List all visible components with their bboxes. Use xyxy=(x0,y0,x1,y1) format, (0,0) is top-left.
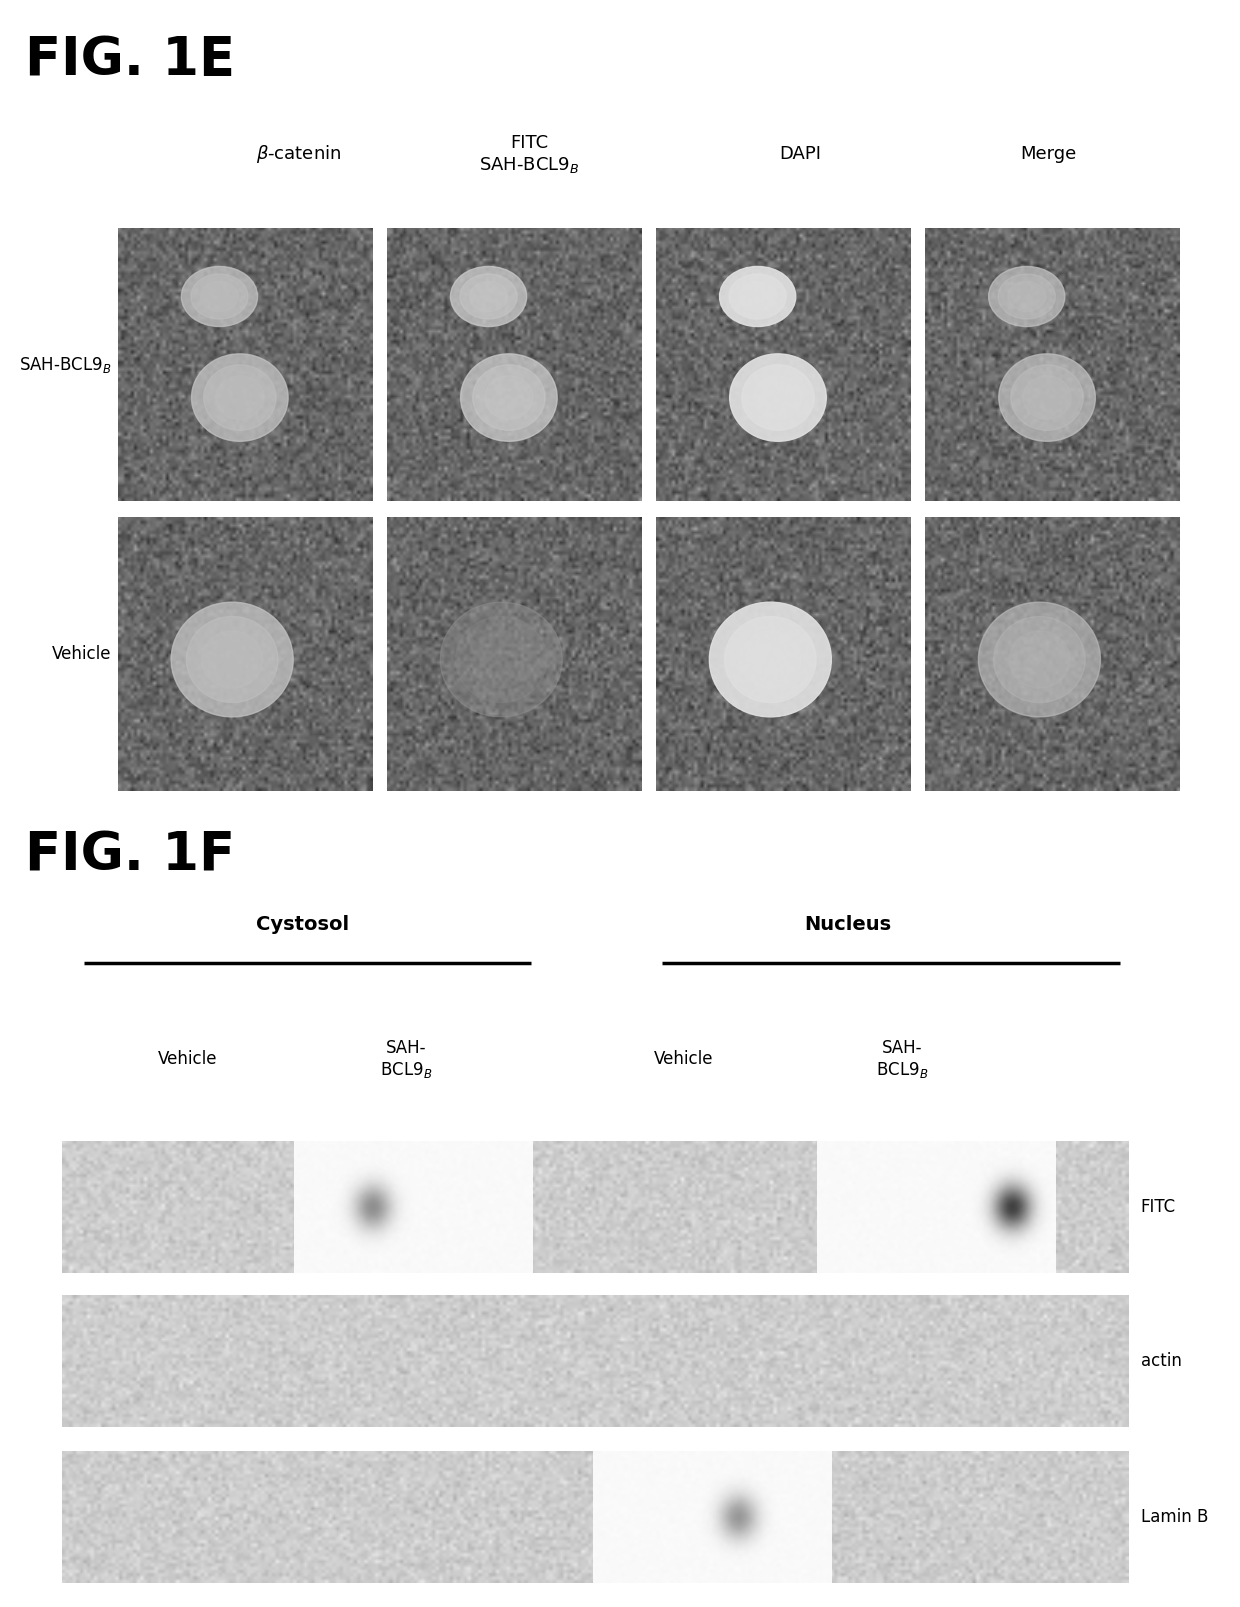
Text: Lamin B: Lamin B xyxy=(1141,1507,1208,1527)
Ellipse shape xyxy=(191,273,248,320)
Ellipse shape xyxy=(460,354,557,442)
Ellipse shape xyxy=(203,365,277,431)
Text: Vehicle: Vehicle xyxy=(655,1049,714,1069)
Ellipse shape xyxy=(1008,281,1045,312)
Text: $\beta$-catenin: $\beta$-catenin xyxy=(255,143,341,166)
Text: Vehicle: Vehicle xyxy=(52,644,112,664)
Ellipse shape xyxy=(201,281,238,312)
Ellipse shape xyxy=(993,617,1085,702)
Ellipse shape xyxy=(978,603,1100,717)
Ellipse shape xyxy=(1011,365,1084,431)
Ellipse shape xyxy=(191,354,288,442)
Ellipse shape xyxy=(729,273,786,320)
Ellipse shape xyxy=(998,273,1055,320)
Ellipse shape xyxy=(202,632,263,688)
Text: Vehicle: Vehicle xyxy=(157,1049,217,1069)
Text: Nucleus: Nucleus xyxy=(804,914,892,934)
Ellipse shape xyxy=(719,267,796,326)
Ellipse shape xyxy=(998,354,1095,442)
Text: FITC
SAH-BCL9$_B$: FITC SAH-BCL9$_B$ xyxy=(479,133,579,175)
Ellipse shape xyxy=(740,632,801,688)
Text: DAPI: DAPI xyxy=(779,145,821,164)
Ellipse shape xyxy=(724,617,816,702)
Ellipse shape xyxy=(440,603,562,717)
Ellipse shape xyxy=(171,603,293,717)
Text: FITC: FITC xyxy=(1141,1197,1176,1216)
Ellipse shape xyxy=(739,281,776,312)
Ellipse shape xyxy=(450,267,527,326)
Ellipse shape xyxy=(216,376,264,419)
Text: Merge: Merge xyxy=(1019,145,1076,164)
Ellipse shape xyxy=(455,617,547,702)
Ellipse shape xyxy=(471,632,532,688)
Ellipse shape xyxy=(988,267,1065,326)
Text: FIG. 1F: FIG. 1F xyxy=(25,829,234,882)
Text: SAH-
BCL9$_B$: SAH- BCL9$_B$ xyxy=(379,1038,432,1080)
Ellipse shape xyxy=(729,354,826,442)
Ellipse shape xyxy=(754,376,802,419)
Text: SAH-BCL9$_B$: SAH-BCL9$_B$ xyxy=(19,355,112,374)
Ellipse shape xyxy=(1009,632,1070,688)
Ellipse shape xyxy=(470,281,507,312)
Ellipse shape xyxy=(472,365,546,431)
Ellipse shape xyxy=(742,365,815,431)
Ellipse shape xyxy=(186,617,278,702)
Text: Cystosol: Cystosol xyxy=(255,914,348,934)
Ellipse shape xyxy=(460,273,517,320)
Text: actin: actin xyxy=(1141,1351,1182,1371)
Text: FIG. 1E: FIG. 1E xyxy=(25,34,234,87)
Ellipse shape xyxy=(1023,376,1071,419)
Ellipse shape xyxy=(181,267,258,326)
Text: SAH-
BCL9$_B$: SAH- BCL9$_B$ xyxy=(877,1038,929,1080)
Ellipse shape xyxy=(485,376,533,419)
Ellipse shape xyxy=(709,603,831,717)
